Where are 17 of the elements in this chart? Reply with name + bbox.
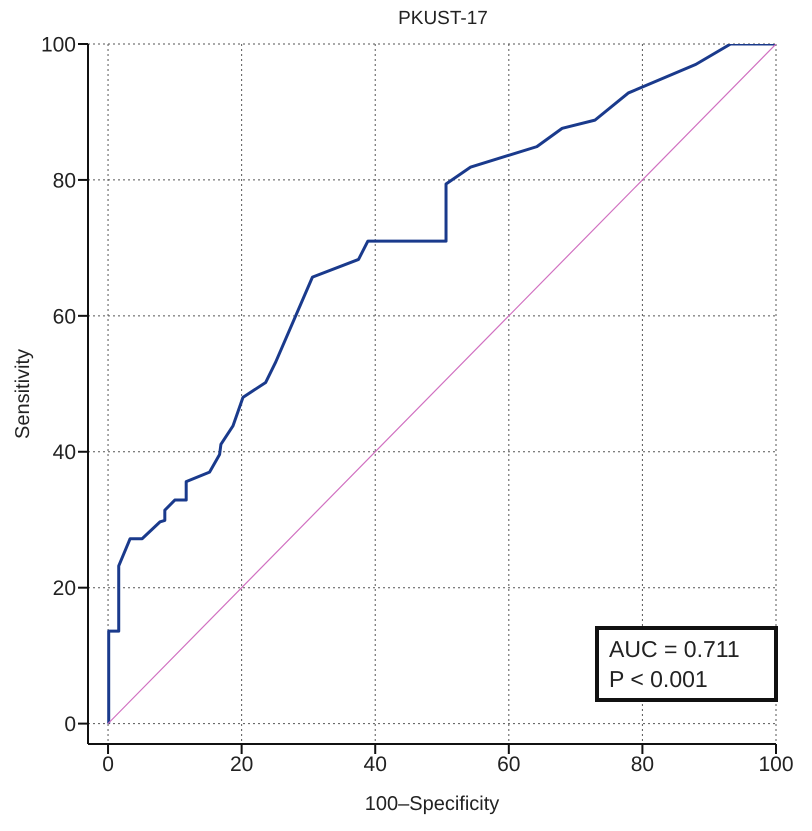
y-tick-label: 0 [64, 713, 76, 736]
annotation: P < 0.001 [609, 665, 709, 694]
annotation: AUC = 0.711 [609, 635, 741, 664]
y-tick-label: 100 [40, 33, 76, 56]
x-tick-label: 80 [630, 752, 654, 776]
x-axis-title: 100–Specificity [364, 793, 500, 815]
chart-title: PKUST-17 [397, 8, 489, 31]
y-axis-title: Sensitivity [12, 348, 34, 440]
x-tick-label: 20 [230, 752, 254, 776]
x-tick-label: 0 [102, 752, 114, 776]
x-tick-label: 60 [497, 752, 520, 776]
x-tick-label: 40 [364, 752, 387, 776]
y-tick-label: 80 [52, 169, 76, 192]
y-tick-label: 60 [52, 305, 76, 328]
y-tick-label: 20 [52, 577, 76, 600]
x-tick-label: 100 [758, 752, 794, 776]
y-tick-label: 40 [52, 441, 76, 464]
